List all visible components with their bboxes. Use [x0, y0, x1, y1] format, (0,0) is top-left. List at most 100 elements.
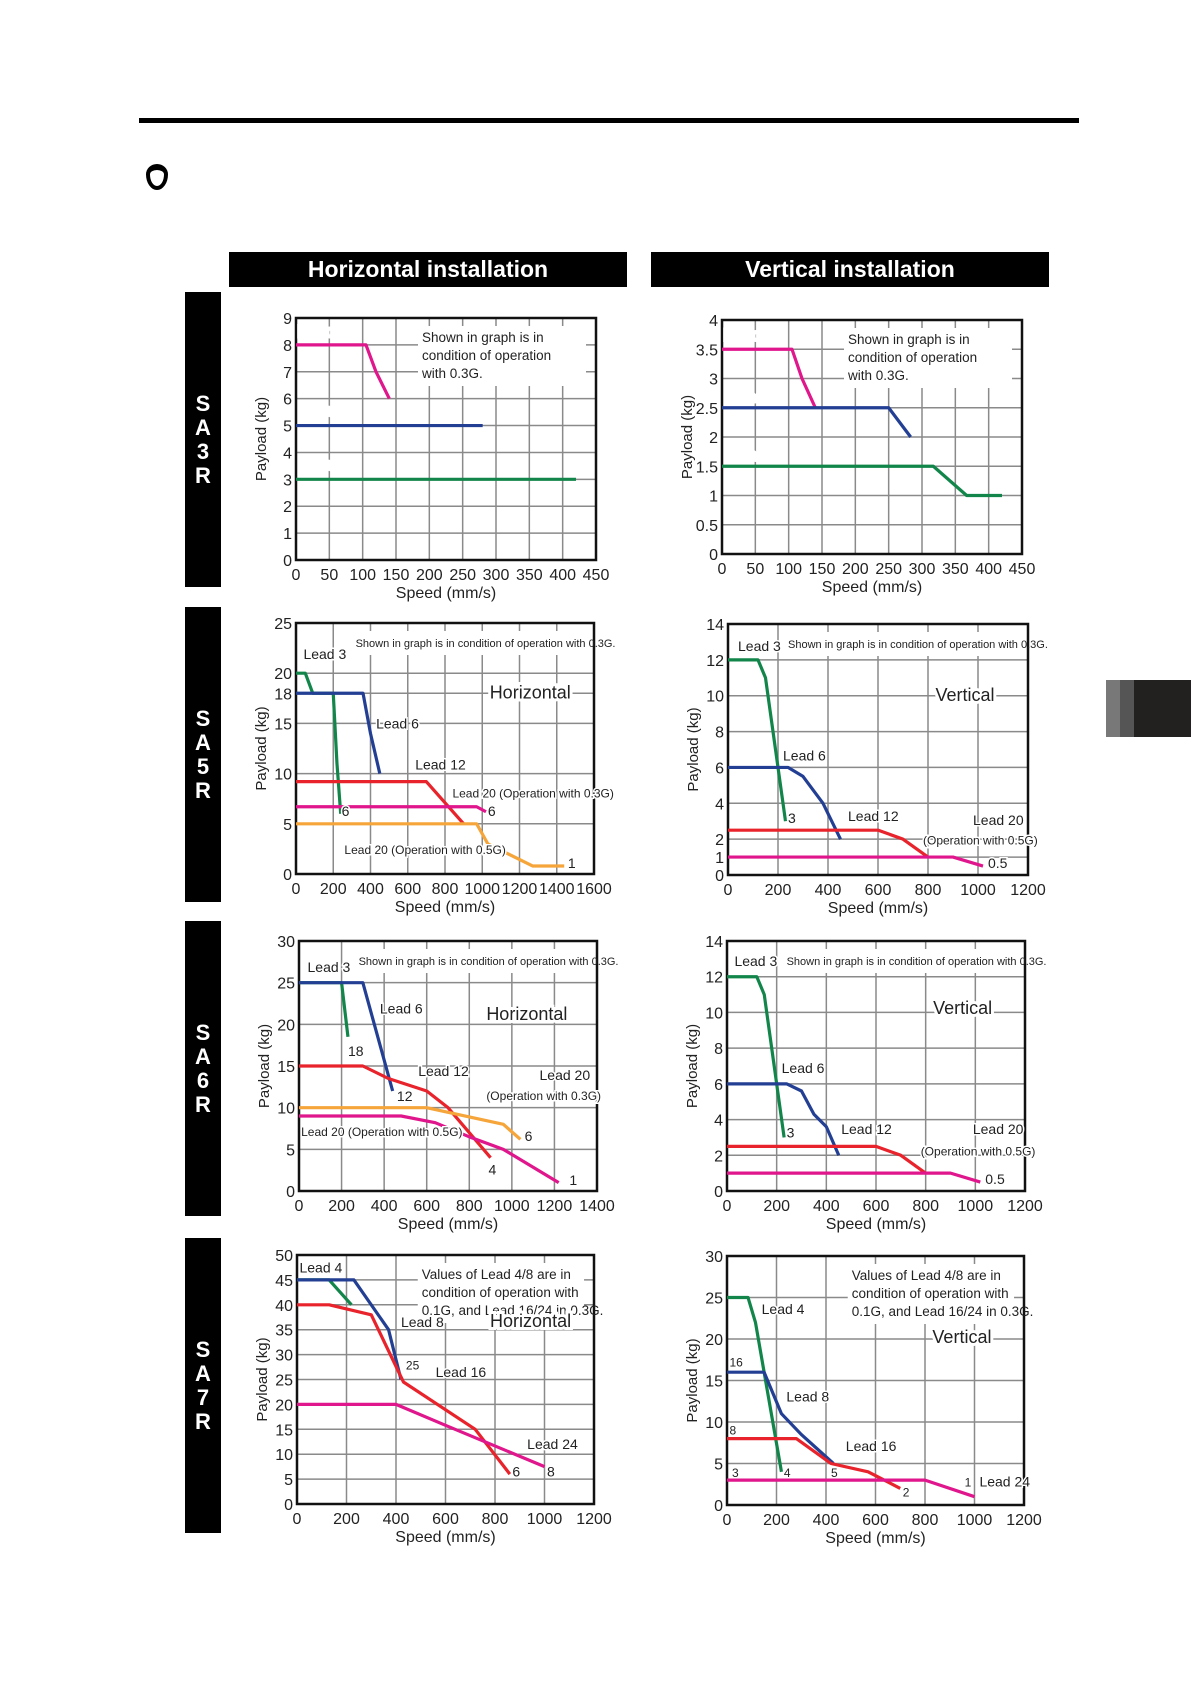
x-tick-label: 600 — [865, 882, 892, 899]
series-line-lead-20-operation-with-0-5g — [727, 1171, 981, 1184]
x-tick-label: 1000 — [464, 881, 500, 898]
row-label-letter: R — [195, 462, 211, 488]
series-label: Lead 24 — [979, 1474, 1030, 1490]
x-tick-label: 250 — [449, 567, 476, 584]
row-label-letter: S — [195, 1336, 211, 1362]
series-label: 5 — [831, 1466, 838, 1480]
y-tick-label: 30 — [275, 1348, 293, 1365]
row-label-letter: R — [195, 1408, 211, 1434]
x-tick-label: 350 — [942, 561, 969, 578]
x-tick-label: 200 — [765, 882, 792, 899]
y-tick-label: 0 — [283, 867, 292, 884]
y-axis-title: Payload (kg) — [256, 1024, 273, 1108]
series-line-lead-12 — [296, 780, 465, 825]
x-axis-title: Speed (mm/s) — [398, 1216, 498, 1233]
y-tick-label: 6 — [715, 760, 724, 777]
x-tick-label: 1200 — [576, 1511, 612, 1528]
series-label: 6 — [488, 803, 496, 819]
x-tick-label: 0 — [723, 1198, 732, 1215]
installation-label: Vertical — [932, 1327, 991, 1347]
x-tick-label: 1000 — [527, 1511, 563, 1528]
x-tick-label: 1600 — [576, 881, 612, 898]
y-tick-label: 2 — [283, 499, 292, 516]
chart-sa3r-vertical: 0 50 100 150 200 250 300 350 400 450 0 0.5 1 1.5 2 2.5 3… — [662, 300, 1052, 609]
x-tick-label: 0 — [295, 1198, 304, 1215]
x-tick-label: 150 — [383, 567, 410, 584]
x-tick-label: 450 — [583, 567, 610, 584]
y-tick-label: 20 — [705, 1332, 723, 1349]
y-tick-label: 15 — [277, 1059, 295, 1076]
row-label-letter: S — [195, 705, 211, 731]
series-label: Lead 6 — [380, 1001, 423, 1017]
x-axis-title: Speed (mm/s) — [396, 585, 496, 602]
series-label: Lead 24 — [527, 1436, 578, 1452]
y-tick-label: 50 — [275, 1248, 293, 1265]
y-tick-label: 8 — [715, 725, 724, 742]
series-label: 2 — [903, 1486, 910, 1500]
y-tick-label: 4 — [283, 445, 292, 462]
x-tick-label: 150 — [809, 561, 836, 578]
y-tick-label: 1 — [715, 850, 724, 867]
series-line-lead-6 — [727, 1082, 841, 1156]
series-label: Lead 20 — [540, 1067, 591, 1083]
y-tick-label: 25 — [705, 1291, 723, 1308]
y-tick-label: 1.5 — [696, 459, 718, 476]
chart-svg: 0 200 400 600 800 1000 1200 1400 1600 0 5 10 15 18 20 2… — [253, 616, 615, 916]
x-tick-label: 400 — [813, 1512, 840, 1529]
note-background — [844, 328, 1012, 388]
chart-sa7r-vertical: 0 200 400 600 800 1000 1200 0 5 10 15 20 25 30 Values … — [667, 1236, 1054, 1560]
y-tick-label: 0 — [715, 868, 724, 885]
chart-note: Shown in graph is in condition of operat… — [359, 956, 619, 968]
y-axis-title: Payload (kg) — [253, 706, 270, 790]
note-background — [351, 631, 588, 655]
chart-svg: 0 200 400 600 800 1000 1200 1400 0 5 10 15 20 25 30 Sho… — [256, 934, 619, 1233]
x-axis-title: Speed (mm/s) — [828, 900, 928, 917]
x-tick-label: 1400 — [579, 1198, 615, 1215]
y-tick-label: 5 — [283, 817, 292, 834]
series-label: 6 — [342, 803, 350, 819]
series-label: Lead 20 (Operation with 0.5G) — [344, 843, 505, 857]
y-tick-label: 0 — [286, 1184, 295, 1201]
y-tick-label: 4 — [714, 1113, 723, 1130]
series-label: 18 — [348, 1043, 364, 1059]
y-tick-label: 15 — [274, 716, 292, 733]
series-label: Lead 20 — [973, 1121, 1024, 1137]
series-line-lead-8 — [297, 1278, 403, 1380]
series-label: Lead 4 — [299, 1259, 342, 1275]
note-background — [417, 1263, 585, 1323]
x-tick-label: 0 — [723, 1512, 732, 1529]
y-tick-label: 20 — [277, 1017, 295, 1034]
y-tick-label: 6 — [283, 392, 292, 409]
series-label: (Operation with 0.5G) — [923, 834, 1038, 848]
x-tick-label: 350 — [516, 567, 543, 584]
x-axis-title: Speed (mm/s) — [395, 1529, 495, 1546]
x-tick-label: 1200 — [1006, 1512, 1042, 1529]
series-label: Lead 12 — [418, 1063, 469, 1079]
note-background — [354, 949, 591, 973]
y-tick-label: 8 — [714, 1041, 723, 1058]
installation-label: Horizontal — [486, 1004, 567, 1024]
series-label: Lead 4 — [762, 1301, 805, 1317]
series-line-lead-20-operation-with-0-3g — [299, 1106, 522, 1141]
y-axis-title: Payload (kg) — [679, 395, 696, 479]
y-tick-label: 10 — [706, 689, 724, 706]
x-tick-label: 300 — [909, 561, 936, 578]
chart-note: condition of operation — [422, 348, 551, 363]
y-tick-label: 10 — [275, 1447, 293, 1464]
y-axis-title: Payload (kg) — [254, 1337, 271, 1421]
y-tick-label: 0.5 — [696, 518, 718, 535]
y-tick-label: 2.5 — [696, 401, 718, 418]
x-axis-title: Speed (mm/s) — [825, 1530, 925, 1547]
series-label: 1 — [568, 855, 576, 871]
series-label: Lead 3 — [308, 959, 351, 975]
note-background — [784, 632, 1021, 656]
x-tick-label: 1400 — [539, 881, 575, 898]
x-tick-label: 400 — [357, 881, 384, 898]
x-tick-label: 1200 — [1007, 1198, 1043, 1215]
x-axis-title: Speed (mm/s) — [826, 1216, 926, 1233]
x-tick-label: 450 — [1009, 561, 1036, 578]
x-tick-label: 400 — [815, 882, 842, 899]
y-tick-label: 9 — [283, 311, 292, 328]
